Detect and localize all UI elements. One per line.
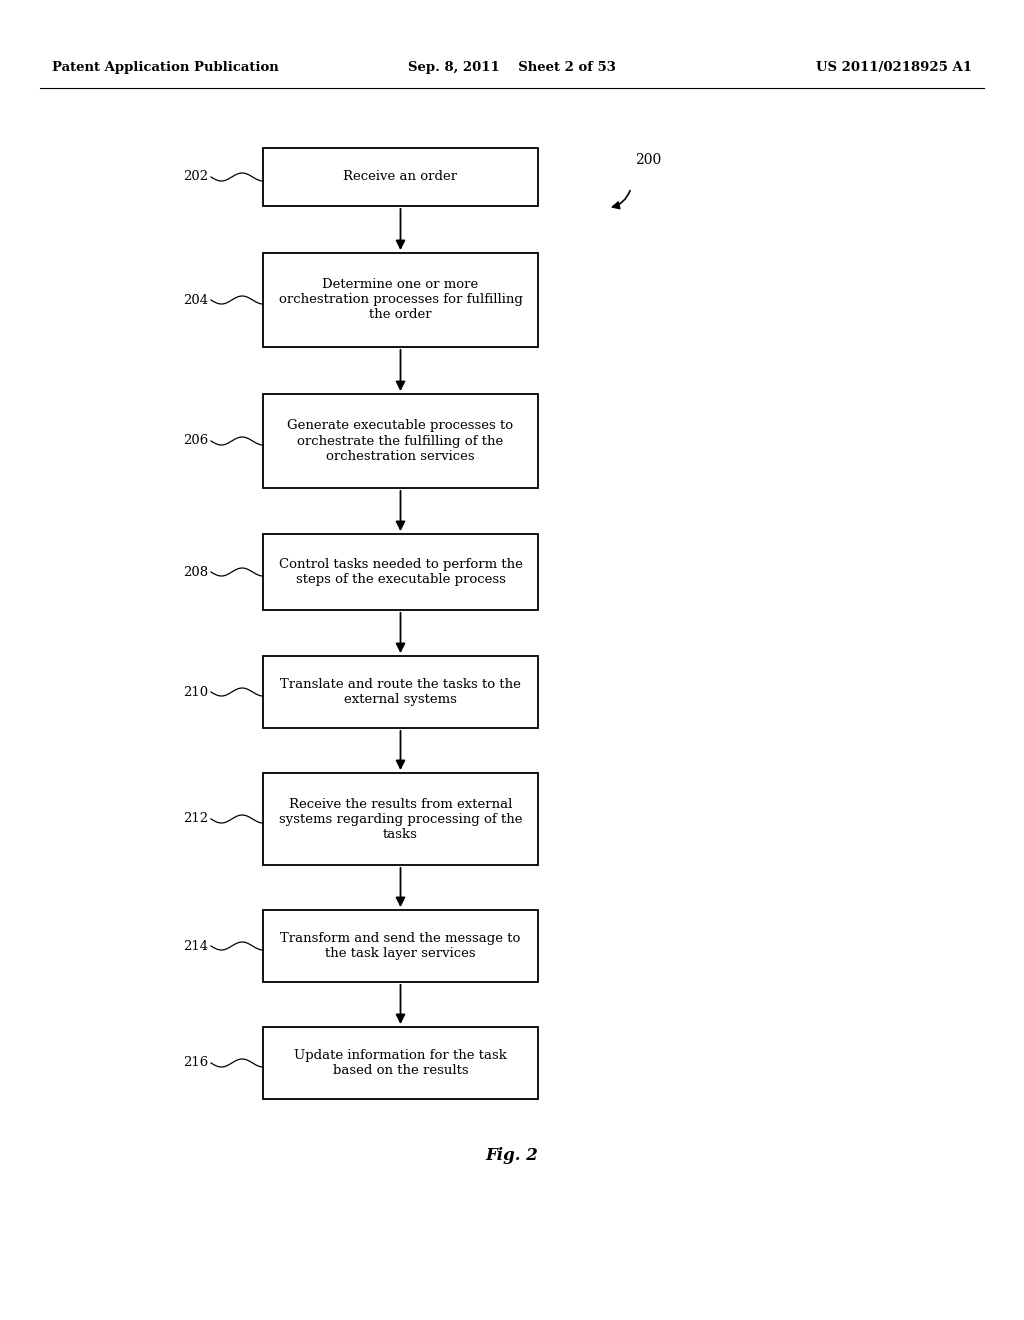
Text: 202: 202 [183, 170, 208, 183]
Text: 214: 214 [183, 940, 208, 953]
Text: Receive an order: Receive an order [343, 170, 458, 183]
Text: Patent Application Publication: Patent Application Publication [52, 62, 279, 74]
Text: 216: 216 [182, 1056, 208, 1069]
Text: 210: 210 [183, 685, 208, 698]
Text: Determine one or more
orchestration processes for fulfilling
the order: Determine one or more orchestration proc… [279, 279, 522, 322]
Bar [263, 909, 538, 982]
Bar [263, 393, 538, 488]
Bar [263, 535, 538, 610]
Text: Sep. 8, 2011    Sheet 2 of 53: Sep. 8, 2011 Sheet 2 of 53 [408, 62, 616, 74]
Bar [263, 253, 538, 347]
Text: US 2011/0218925 A1: US 2011/0218925 A1 [816, 62, 972, 74]
Text: 200: 200 [635, 153, 662, 168]
Text: Generate executable processes to
orchestrate the fulfilling of the
orchestration: Generate executable processes to orchest… [288, 420, 514, 462]
Bar [263, 656, 538, 729]
Text: 206: 206 [182, 434, 208, 447]
Text: Update information for the task
based on the results: Update information for the task based on… [294, 1049, 507, 1077]
Text: Receive the results from external
systems regarding processing of the
tasks: Receive the results from external system… [279, 797, 522, 841]
Bar [263, 1027, 538, 1100]
Text: 204: 204 [183, 293, 208, 306]
Text: 208: 208 [183, 565, 208, 578]
Text: Transform and send the message to
the task layer services: Transform and send the message to the ta… [281, 932, 520, 960]
Bar [263, 148, 538, 206]
Text: Control tasks needed to perform the
steps of the executable process: Control tasks needed to perform the step… [279, 558, 522, 586]
Text: 212: 212 [183, 813, 208, 825]
Text: Fig. 2: Fig. 2 [485, 1147, 539, 1163]
Text: Translate and route the tasks to the
external systems: Translate and route the tasks to the ext… [280, 678, 521, 706]
Bar [263, 774, 538, 865]
